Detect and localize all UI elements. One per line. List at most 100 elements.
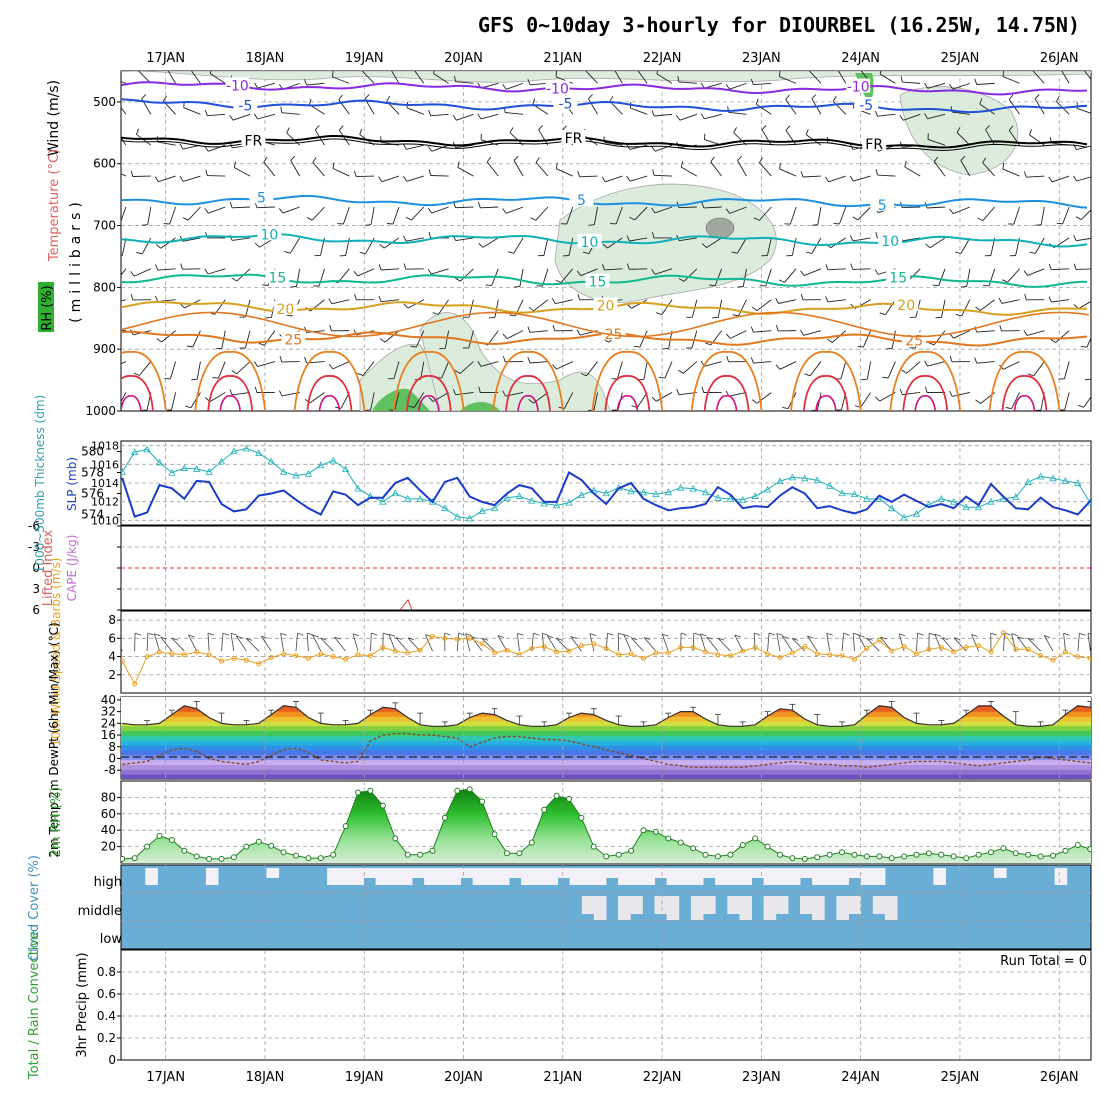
wind-barb-flag: [386, 223, 394, 225]
upper-air-y-ticks: 500 600 700 800 900 1000: [85, 95, 121, 418]
y-tick-label: 2: [108, 668, 116, 682]
wind-speed-marker: [901, 644, 907, 649]
wind10m-barb: [312, 634, 322, 652]
wind-barb: [568, 237, 574, 256]
wind-barb: [487, 330, 499, 346]
isotherm-line: [121, 81, 1088, 96]
wind-barb: [256, 206, 275, 209]
cloud-mid-gap: [666, 896, 680, 920]
wind-barb: [121, 136, 127, 146]
wind-barb-flag: [850, 263, 854, 270]
wind-barb-flag: [528, 306, 534, 312]
cape-label: CAPE (J/kg): [65, 535, 79, 602]
precip-tick-label: 0: [108, 1053, 116, 1067]
wind-barb-flag: [833, 222, 840, 225]
isotherm-label: -10: [226, 78, 249, 94]
top-date-label: 20JAN: [444, 51, 483, 66]
wind-barb-flag: [502, 84, 507, 90]
rh-marker: [230, 854, 237, 861]
cloud-mid-gap: [618, 896, 631, 920]
top-date-label: 23JAN: [742, 51, 781, 66]
wind10m-barb: [916, 633, 918, 652]
wind-barb: [332, 168, 350, 177]
cloud-high-gap: [739, 868, 752, 885]
wind-barb-flag: [977, 217, 984, 222]
cloud-high-gap: [618, 868, 631, 885]
wind-barb: [960, 237, 971, 254]
wind-barb-flag: [215, 347, 222, 350]
cloud-high-gap: [569, 868, 583, 885]
temp-color-band: [121, 759, 1091, 765]
wind-barb: [840, 361, 847, 380]
wind-barb: [1051, 299, 1070, 303]
wind10m-barb: [953, 637, 967, 652]
wind-barb-flag: [353, 270, 358, 277]
wind-barb: [1076, 237, 1091, 242]
rh-marker: [417, 851, 424, 858]
wind10m-barb-flag: [843, 632, 850, 636]
wind-barb-flag: [312, 157, 317, 163]
isotherm-line: [121, 135, 1088, 149]
wind10m-barb: [791, 638, 806, 652]
precip-label: 3hr Precip (mm): [75, 952, 90, 1057]
slp-tick-label: 1014: [91, 477, 119, 490]
wind-barb: [529, 361, 548, 364]
wind10m-barb-flag: [631, 637, 638, 641]
bottom-date-labels: 17JAN 18JAN 19JAN 20JAN 21JAN 22JAN 23JAN 24JAN…: [146, 1070, 1078, 1085]
wind-barb-flag: [932, 284, 939, 287]
wind-barb: [802, 175, 821, 178]
stability-tick-label: 3: [32, 582, 40, 596]
wind-barb-flag: [975, 306, 981, 311]
temp-contour-30: [505, 375, 551, 411]
wind-barb: [187, 206, 201, 221]
slp-marker: [813, 476, 821, 484]
rh-marker: [342, 823, 349, 830]
rh-marker: [603, 853, 610, 860]
wind-barb-flag: [800, 329, 804, 336]
wind-barb-flag: [502, 390, 506, 397]
rh-marker: [839, 849, 845, 856]
isotherm-label-bg: [273, 301, 298, 316]
wind10m-barb-flag: [607, 632, 614, 636]
chart-title: GFS 0~10day 3-hourly for DIOURBEL (16.25…: [478, 13, 1080, 37]
wind10m-barb: [352, 633, 359, 652]
wind-barb: [808, 71, 822, 84]
cloud-mid-gap: [703, 896, 716, 914]
wind-barb: [141, 237, 152, 255]
wind-barb-flag: [552, 364, 557, 370]
wind-barb-flag: [751, 399, 758, 404]
isotherm-line: [121, 233, 1088, 248]
wind10m-barb-flag: [899, 633, 906, 637]
wind-barb: [956, 132, 971, 146]
wind-barb: [830, 237, 847, 249]
bottom-date-label: 26JAN: [1040, 1070, 1079, 1085]
wind-barb-flag: [359, 251, 366, 255]
isotherm-label-bg: [233, 97, 258, 112]
slp-marker: [180, 464, 188, 471]
slp-markers: [121, 444, 1091, 522]
temp-contour-30: [803, 375, 849, 411]
slp-marker: [304, 469, 313, 477]
wind-barb-flag: [775, 297, 779, 304]
wind-barb-flag: [477, 361, 482, 367]
wind-barb-flag: [800, 293, 804, 300]
wind-barb-flag: [974, 78, 978, 85]
wind-barb: [756, 392, 772, 404]
slp-marker: [121, 467, 126, 475]
wind-barb-flag: [882, 376, 889, 379]
cloud-mid-gap: [884, 896, 898, 920]
wind-barb: [257, 361, 276, 368]
wind-speed-marker: [169, 651, 175, 657]
wind-barb-flag: [861, 378, 868, 381]
wind-barb-flag: [528, 399, 534, 404]
wind-barb-flag: [824, 176, 830, 183]
rh-marker: [739, 842, 746, 848]
wind10m-barb: [207, 633, 210, 652]
top-date-label: 22JAN: [643, 51, 682, 66]
wind-barb-flag: [254, 113, 258, 120]
wind-barb: [941, 299, 946, 318]
isotherm-label: -5: [238, 98, 252, 114]
wind-barb-flag: [924, 360, 928, 367]
wind10m-panel: 2 4 6 8: [108, 610, 1092, 694]
wind-barb: [683, 361, 698, 374]
